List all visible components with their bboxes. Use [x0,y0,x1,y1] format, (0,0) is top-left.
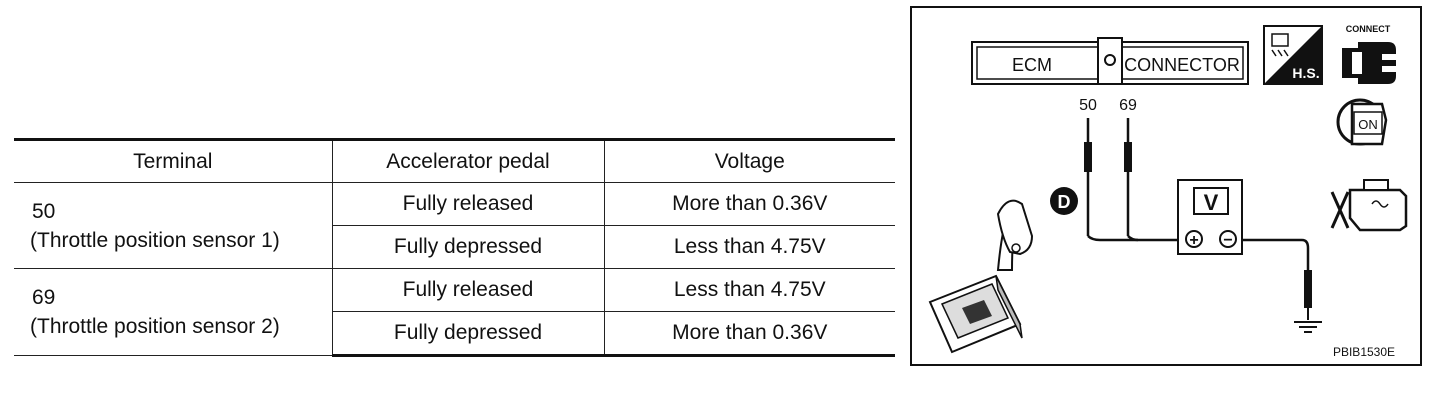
voltage-cell: Less than 4.75V [603,225,895,269]
voltmeter-label: V [1204,190,1219,215]
table-row: Fully depressed Less than 4.75V [14,225,895,269]
wiring-diagram-svg: ECM CONNECTOR 50 69 V [928,24,1408,359]
positive-terminal-label: + [1189,232,1198,249]
probe-tip-69 [1124,142,1132,172]
connect-label: CONNECT [1346,24,1391,34]
table-row: Fully depressed More than 0.36V [14,311,895,357]
negative-terminal-icon [1219,230,1237,248]
connector-label: CONNECTOR [1124,55,1240,75]
gear-d-badge [1050,187,1078,215]
pedal-cell: Fully released [331,182,605,226]
header-accelerator-pedal: Accelerator pedal [331,138,605,183]
connect-icon: CONNECT [1342,24,1398,84]
pin-label-50: 50 [1079,97,1097,114]
pedal-cell: Fully released [331,268,605,312]
table-header-row: Terminal Accelerator pedal Voltage [14,138,895,183]
terminal-number: 69 [32,286,56,309]
hs-icon: H.S. [1263,25,1323,85]
gear-shifter-icon: D [928,187,1078,354]
terminal-name: (Throttle position sensor 2) [30,315,280,338]
table-row: 69 (Throttle position sensor 2) Fully re… [14,268,895,356]
terminal-cell-50: 50 (Throttle position sensor 1) [14,182,333,269]
figure-code: PBIB1530E [1333,345,1395,359]
ecm-label: ECM [1012,55,1052,75]
table-row: 50 (Throttle position sensor 1) Fully re… [14,182,895,269]
connector-latch-icon [1104,54,1116,66]
wiring-diagram: ECM CONNECTOR 50 69 V [910,6,1422,366]
terminal-name: (Throttle position sensor 1) [30,228,280,252]
positive-terminal-icon [1185,230,1203,248]
ground-icon [1294,321,1322,333]
ecm-connector: ECM CONNECTOR [971,37,1249,85]
voltmeter: V + − [1177,179,1243,255]
header-voltage: Voltage [603,138,895,183]
terminal-voltage-table: Terminal Accelerator pedal Voltage 50 (T… [14,138,895,357]
voltage-cell: Less than 4.75V [603,268,895,312]
terminal-cell-69: 69 (Throttle position sensor 2) [14,268,333,356]
engine-off-icon [1330,179,1408,232]
header-terminal: Terminal [14,138,333,183]
probe-wires [1084,118,1312,320]
ignition-on-label: ON [1358,117,1378,132]
ground-probe [1304,270,1312,308]
probe-tip-50 [1084,142,1092,172]
pedal-cell: Fully depressed [332,225,605,269]
ignition-on-icon: ON [1336,98,1388,146]
gear-d-label: D [1058,192,1071,212]
terminal-number: 50 [32,199,56,223]
voltage-cell: More than 0.36V [603,182,895,226]
pin-label-69: 69 [1119,97,1137,114]
hs-label: H.S. [1292,65,1319,81]
voltage-cell: More than 0.36V [603,311,895,357]
negative-terminal-label: − [1223,232,1232,249]
pedal-cell: Fully depressed [332,311,605,357]
